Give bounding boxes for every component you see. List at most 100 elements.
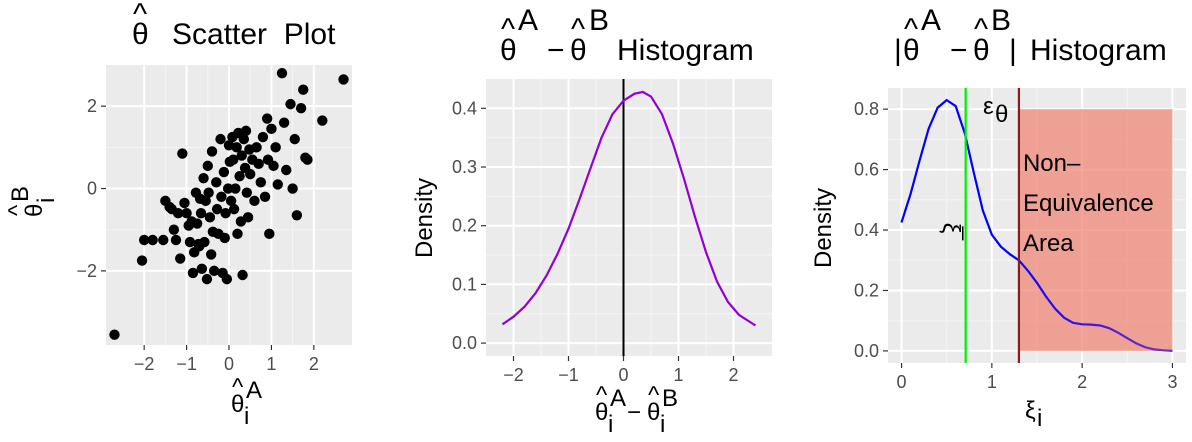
non-equivalence-area [1018,109,1173,351]
svg-text:B: B [7,186,34,202]
svg-text:^: ^ [571,13,585,46]
scatter-point [208,265,220,277]
scatter-point [234,170,245,182]
scatter-x-axis-label: θ ^ A i [231,374,262,430]
svg-text:^: ^ [4,204,31,216]
difference-x-axis-label: θ ^ A i − θ ^ B i [595,382,678,438]
scatter-point [287,183,298,194]
scatter-point [220,208,231,219]
svg-text:θ: θ [647,399,660,426]
x-tick-label: −2 [134,354,155,374]
scatter-point [338,74,349,85]
scatter-point [253,158,264,170]
svg-text:−: − [547,34,565,67]
absolute-difference-y-axis-label: Density [810,188,837,268]
scatter-point [219,232,230,244]
scatter-point [242,212,254,223]
scatter-point [225,195,237,207]
scatter-point [199,236,210,248]
scatter-point [216,191,227,202]
scatter-point [222,183,234,194]
scatter-point [281,164,292,176]
y-tick-label: 0.1 [452,274,477,294]
non-equivalence-label-line: Non– [1023,150,1081,177]
x-tick-label: 0 [897,372,907,392]
non-equivalence-label-line: Equivalence [1023,190,1154,217]
scatter-x-ticks: −2 −1 0 1 2 [134,345,319,374]
scatter-point [191,218,203,229]
x-tick-label: 0 [618,365,628,385]
absolute-difference-y-ticks: 0.0 0.2 0.4 0.6 0.8 [854,99,888,361]
scatter-point [206,146,218,157]
scatter-point [175,253,186,264]
scatter-point [285,98,296,110]
svg-text:A: A [246,377,262,404]
difference-density-curve [501,90,757,327]
svg-text:θ: θ [132,18,149,51]
svg-text:|: | [1009,34,1017,67]
scatter-point [295,103,307,114]
scatter-title: θ ^ Scatter Plot [132,0,336,51]
svg-text:θ: θ [595,399,608,426]
scatter-point [138,234,150,246]
non-equivalence-label-line: Area [1023,230,1074,257]
scatter-point [272,179,283,190]
scatter-point [202,160,213,172]
svg-text:θ: θ [231,391,244,418]
scatter-panel: θ ^ Scatter Plot −2 −1 0 1 2 −2 0 2 θ ^ A i θ … [4,0,352,430]
absolute-difference-panel: | θ ^ A − θ ^ B | Histogram Non– Equivale… [810,4,1186,432]
svg-text:^: ^ [648,382,660,409]
scatter-point [203,187,214,198]
scatter-point [184,236,196,248]
scatter-point [259,191,271,202]
difference-panel: θ ^ A − θ ^ B Histogram −2 −1 0 1 2 0.00.10.… [411,4,772,438]
svg-text:B: B [662,385,678,412]
scatter-point [109,329,120,340]
y-tick-label: 0.0 [854,341,879,361]
x-tick-label: 2 [1077,372,1087,392]
scatter-point [196,263,208,275]
svg-text:^: ^ [596,382,608,409]
y-tick-label: 0.3 [452,157,477,177]
scatter-point [317,115,328,126]
scatter-point [211,203,223,215]
scatter-point [230,183,241,194]
scatter-point [302,154,313,165]
svg-text:Histogram: Histogram [617,34,754,67]
x-tick-label: 1 [987,372,997,392]
y-tick-label: 0.4 [854,220,879,240]
scatter-y-ticks: −2 0 2 [76,96,106,281]
svg-text:θ: θ [500,34,517,67]
scatter-point [278,117,290,128]
svg-text:B: B [991,4,1011,37]
scatter-point [232,228,243,240]
svg-text:Scatter Plot: Scatter Plot [172,18,336,51]
scatter-point [231,142,242,153]
x-tick-label: −2 [503,365,524,385]
scatter-point [238,133,250,145]
scatter-point [241,187,253,198]
scatter-point [298,84,309,95]
scatter-point [245,168,256,180]
scatter-point [249,195,260,207]
scatter-point [205,249,217,260]
difference-plot-background [486,79,772,356]
y-tick-label: 0.8 [854,99,879,119]
scatter-point [136,255,148,266]
scatter-point [172,208,184,219]
svg-text:θ: θ [903,34,920,67]
scatter-point [187,267,199,279]
absolute-difference-x-ticks: 0 1 2 3 [897,363,1177,392]
x-tick-label: 2 [309,354,319,374]
svg-text:^: ^ [974,13,988,46]
svg-text:A: A [518,4,538,37]
scatter-point [198,173,209,184]
scatter-point [270,142,281,153]
svg-text:B: B [589,4,609,37]
y-tick-label: −2 [76,261,97,281]
non-equivalence-region: Non– Equivalence Area [1018,109,1173,351]
scatter-points [109,68,349,340]
epsilon-line-label-subscript: θ [995,101,1008,128]
scatter-y-axis-label: θ ^ B i [4,186,60,217]
